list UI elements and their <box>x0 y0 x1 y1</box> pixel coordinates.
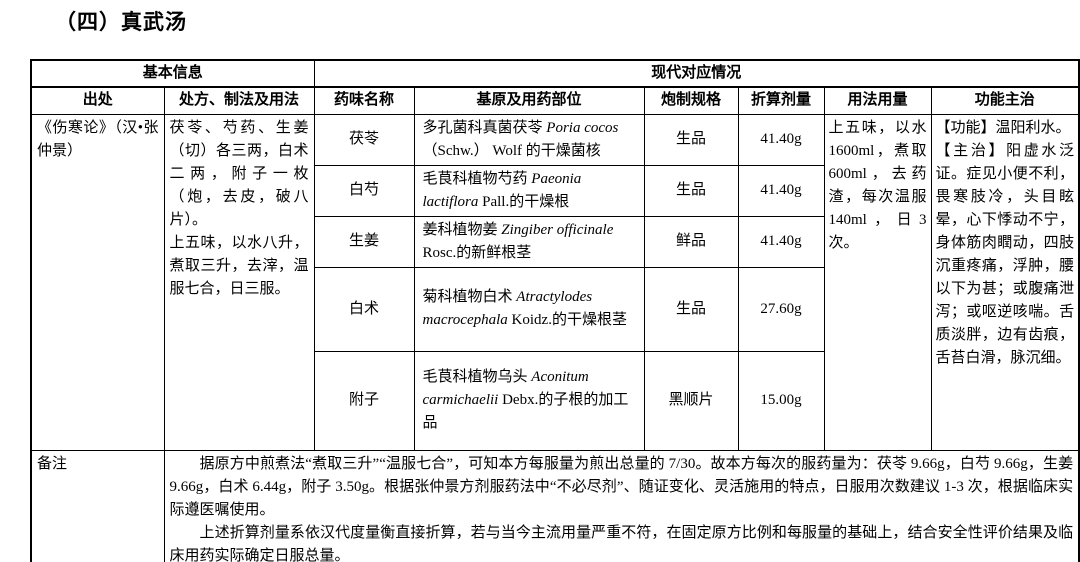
remark-paragraph: 上述折算剂量系依汉代度量衡直接折算，若与当今主流用量严重不符，在固定原方比例和每… <box>169 524 1074 562</box>
col-header-processing: 炮制规格 <box>643 86 739 115</box>
col-header-source: 出处 <box>30 86 165 115</box>
page-title: （四）真武汤 <box>55 10 187 34</box>
table-row: 《伤寒论》（汉•张仲景） 茯苓、芍药、生姜（切）各三两，白术二两，附子一枚（炮，… <box>30 113 1080 451</box>
dose-cell: 15.00g <box>737 350 825 451</box>
col-header-herb-name: 药味名称 <box>313 86 415 115</box>
function-cell: 【功能】温阳利水。 【主治】阳虚水泛证。症见小便不利，畏寒肢冷，头目眩晕，心下悸… <box>930 113 1080 451</box>
table-row: 白术 菊科植物白术 Atractylodes macrocephala Koid… <box>31 266 1079 352</box>
table-row: 生姜 姜科植物姜 Zingiber officinale Rosc.的新鲜根茎 … <box>31 215 1079 268</box>
origin-cell: 菊科植物白术 Atractylodes macrocephala Koidz.的… <box>413 266 645 352</box>
origin-cell: 姜科植物姜 Zingiber officinale Rosc.的新鲜根茎 <box>413 215 645 268</box>
herb-name-cell: 茯苓 <box>313 113 415 166</box>
processing-cell: 鲜品 <box>643 215 739 268</box>
origin-cell: 多孔菌科真菌茯苓 Poria cocos（Schw.） Wolf 的干燥菌核 <box>413 113 645 166</box>
processing-cell: 生品 <box>643 266 739 352</box>
herb-name-cell: 白芍 <box>313 164 415 217</box>
dose-cell: 41.40g <box>737 215 825 268</box>
dose-cell: 41.40g <box>737 164 825 217</box>
processing-cell: 黑顺片 <box>643 350 739 451</box>
usage-cell: 上五味，以水1600ml，煮取600ml，去药渣，每次温服140ml，日3次。 <box>823 113 932 451</box>
col-header-prescription: 处方、制法及用法 <box>163 86 315 115</box>
table-row: 附子 毛茛科植物乌头 Aconitum carmichaelii Debx.的子… <box>31 350 1079 451</box>
herb-name-cell: 附子 <box>313 350 415 451</box>
col-header-function: 功能主治 <box>930 86 1080 115</box>
dose-cell: 27.60g <box>737 266 825 352</box>
origin-cell: 毛茛科植物乌头 Aconitum carmichaelii Debx.的子根的加… <box>413 350 645 451</box>
remark-paragraph: 据原方中煎煮法“煮取三升”“温服七合”，可知本方每服量为煎出总量的 7/30。故… <box>169 455 1074 518</box>
remark-label-cell: 备注 <box>30 449 165 562</box>
processing-cell: 生品 <box>643 164 739 217</box>
formula-table: 基本信息 现代对应情况 出处 处方、制法及用法 药味名称 基原及用药部位 炮制规… <box>30 59 1080 562</box>
table-row: 白芍 毛茛科植物芍药 Paeonia lactiflora Pall.的干燥根 … <box>31 164 1079 217</box>
table-column-header-row: 出处 处方、制法及用法 药味名称 基原及用药部位 炮制规格 折算剂量 用法用量 … <box>30 86 1080 115</box>
col-header-origin: 基原及用药部位 <box>413 86 645 115</box>
group-header-basic-info: 基本信息 <box>30 59 315 88</box>
processing-cell: 生品 <box>643 113 739 166</box>
origin-cell: 毛茛科植物芍药 Paeonia lactiflora Pall.的干燥根 <box>413 164 645 217</box>
table-group-header-row: 基本信息 现代对应情况 <box>30 59 1080 88</box>
prescription-cell: 茯苓、芍药、生姜（切）各三两，白术二两，附子一枚（炮，去皮，破八片）。 上五味，… <box>163 113 315 451</box>
remark-row: 备注 据原方中煎煮法“煮取三升”“温服七合”，可知本方每服量为煎出总量的 7/3… <box>30 449 1080 562</box>
group-header-modern-info: 现代对应情况 <box>313 59 1080 88</box>
remark-cell: 据原方中煎煮法“煮取三升”“温服七合”，可知本方每服量为煎出总量的 7/30。故… <box>163 449 1080 562</box>
col-header-usage: 用法用量 <box>823 86 932 115</box>
source-cell: 《伤寒论》（汉•张仲景） <box>30 113 165 451</box>
herb-name-cell: 生姜 <box>313 215 415 268</box>
herb-name-cell: 白术 <box>313 266 415 352</box>
col-header-dose: 折算剂量 <box>737 86 825 115</box>
dose-cell: 41.40g <box>737 113 825 166</box>
